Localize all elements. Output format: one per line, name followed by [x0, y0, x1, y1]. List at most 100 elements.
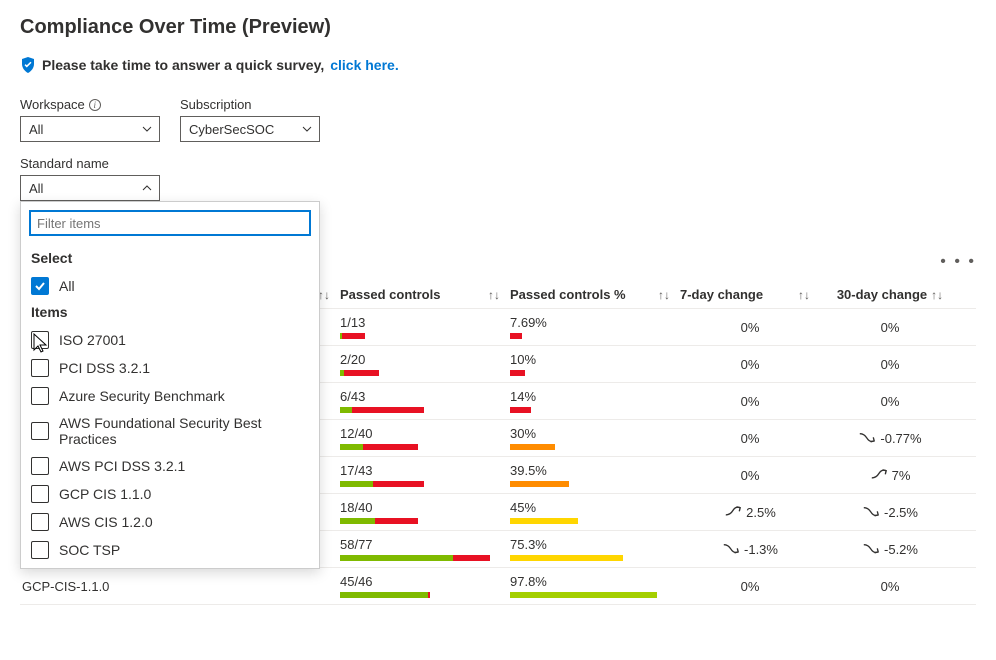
sort-icon: ↑↓ — [658, 288, 680, 302]
30day-change-cell: 0% — [820, 579, 960, 594]
trend-down-icon — [858, 431, 876, 445]
pct-bar — [510, 481, 660, 487]
page-title: Compliance Over Time (Preview) — [20, 16, 976, 39]
column-header-7day[interactable]: 7-day change ↑↓ — [680, 287, 820, 302]
pct-bar — [510, 592, 660, 598]
standard-value: All — [29, 181, 43, 196]
passed-bar — [340, 370, 490, 376]
workspace-select[interactable]: All — [20, 116, 160, 142]
checkbox-icon — [31, 541, 49, 559]
dropdown-items-label: Items — [21, 300, 319, 326]
column-header-passed-pct[interactable]: Passed controls % ↑↓ — [510, 287, 680, 302]
chevron-down-icon — [301, 123, 313, 135]
checkbox-icon — [31, 359, 49, 377]
standard-label: Standard name — [20, 156, 976, 171]
passed-pct-cell: 45% — [510, 500, 680, 524]
dropdown-item-label: GCP CIS 1.1.0 — [59, 486, 151, 502]
workspace-label: Workspace — [20, 97, 85, 112]
passed-pct-cell: 97.8% — [510, 574, 680, 598]
passed-controls-cell: 18/40 — [340, 500, 510, 524]
standard-select[interactable]: All — [20, 175, 160, 201]
dropdown-all-label: All — [59, 278, 75, 294]
passed-pct-cell: 14% — [510, 389, 680, 413]
table-row[interactable]: GCP-CIS-1.1.045/4697.8%0%0% — [20, 568, 976, 605]
dropdown-filter-input[interactable] — [29, 210, 311, 236]
30day-change-cell: 0% — [820, 394, 960, 409]
7day-change-cell: 0% — [680, 579, 820, 594]
standard-dropdown-panel: Select All Items ISO 27001 PCI DSS 3.2.1 A… — [20, 201, 320, 569]
dropdown-item[interactable]: PCI DSS 3.2.1 — [21, 354, 319, 382]
30day-change-cell: -0.77% — [820, 431, 960, 446]
7day-change-cell: 0% — [680, 394, 820, 409]
chevron-up-icon — [141, 182, 153, 194]
passed-controls-cell: 58/77 — [340, 537, 510, 561]
shield-icon — [20, 57, 36, 73]
sort-icon: ↑↓ — [488, 288, 510, 302]
passed-bar — [340, 518, 490, 524]
7day-change-cell: 2.5% — [680, 505, 820, 520]
trend-down-icon — [862, 542, 880, 556]
checkbox-icon — [31, 331, 49, 349]
passed-bar — [340, 333, 490, 339]
dropdown-item-label: ISO 27001 — [59, 332, 126, 348]
row-name: GCP-CIS-1.1.0 — [20, 579, 340, 594]
dropdown-select-label: Select — [21, 246, 319, 272]
pct-bar — [510, 333, 660, 339]
passed-bar — [340, 481, 490, 487]
passed-bar — [340, 592, 490, 598]
trend-down-icon — [722, 542, 740, 556]
checkbox-icon — [31, 485, 49, 503]
survey-text: Please take time to answer a quick surve… — [42, 57, 324, 73]
standard-field: Standard name All Select All Items ISO 2… — [20, 156, 976, 201]
checkbox-icon — [31, 457, 49, 475]
dropdown-item-label: AWS CIS 1.2.0 — [59, 514, 153, 530]
workspace-field: Workspace i All — [20, 97, 160, 142]
30day-change-cell: 0% — [820, 357, 960, 372]
7day-change-cell: 0% — [680, 468, 820, 483]
chevron-down-icon — [141, 123, 153, 135]
30day-change-cell: -5.2% — [820, 542, 960, 557]
trend-up-icon — [870, 468, 888, 482]
pct-bar — [510, 518, 660, 524]
trend-down-icon — [862, 505, 880, 519]
passed-pct-cell: 10% — [510, 352, 680, 376]
workspace-value: All — [29, 122, 43, 137]
passed-pct-cell: 7.69% — [510, 315, 680, 339]
dropdown-item-label: AWS Foundational Security Best Practices — [59, 415, 309, 447]
dropdown-item-label: Azure Security Benchmark — [59, 388, 225, 404]
30day-change-cell: 0% — [820, 320, 960, 335]
30day-change-cell: -2.5% — [820, 505, 960, 520]
passed-controls-cell: 1/13 — [340, 315, 510, 339]
more-menu-icon[interactable]: • • • — [940, 253, 976, 271]
30day-change-cell: 7% — [820, 468, 960, 483]
pct-bar — [510, 444, 660, 450]
dropdown-item[interactable]: GCP CIS 1.1.0 — [21, 480, 319, 508]
passed-controls-cell: 17/43 — [340, 463, 510, 487]
column-header-passed[interactable]: Passed controls ↑↓ — [340, 287, 510, 302]
pct-bar — [510, 407, 660, 413]
passed-pct-cell: 75.3% — [510, 537, 680, 561]
passed-controls-cell: 6/43 — [340, 389, 510, 413]
dropdown-item[interactable]: AWS Foundational Security Best Practices — [21, 410, 319, 452]
subscription-select[interactable]: CyberSecSOC — [180, 116, 320, 142]
sort-icon: ↑↓ — [798, 288, 820, 302]
survey-link[interactable]: click here. — [330, 57, 399, 73]
passed-bar — [340, 444, 490, 450]
info-icon[interactable]: i — [89, 99, 101, 111]
passed-controls-cell: 45/46 — [340, 574, 510, 598]
dropdown-item[interactable]: ISO 27001 — [21, 326, 319, 354]
7day-change-cell: -1.3% — [680, 542, 820, 557]
dropdown-item[interactable]: AWS PCI DSS 3.2.1 — [21, 452, 319, 480]
7day-change-cell: 0% — [680, 320, 820, 335]
dropdown-item-all[interactable]: All — [21, 272, 319, 300]
checkbox-icon — [31, 513, 49, 531]
dropdown-item[interactable]: AWS CIS 1.2.0 — [21, 508, 319, 536]
dropdown-item[interactable]: SOC TSP — [21, 536, 319, 564]
column-header-30day[interactable]: 30-day change ↑↓ — [820, 287, 960, 302]
passed-controls-cell: 12/40 — [340, 426, 510, 450]
checkbox-icon — [31, 422, 49, 440]
dropdown-item[interactable]: Azure Security Benchmark — [21, 382, 319, 410]
passed-pct-cell: 30% — [510, 426, 680, 450]
dropdown-item-label: AWS PCI DSS 3.2.1 — [59, 458, 185, 474]
subscription-field: Subscription CyberSecSOC — [180, 97, 320, 142]
